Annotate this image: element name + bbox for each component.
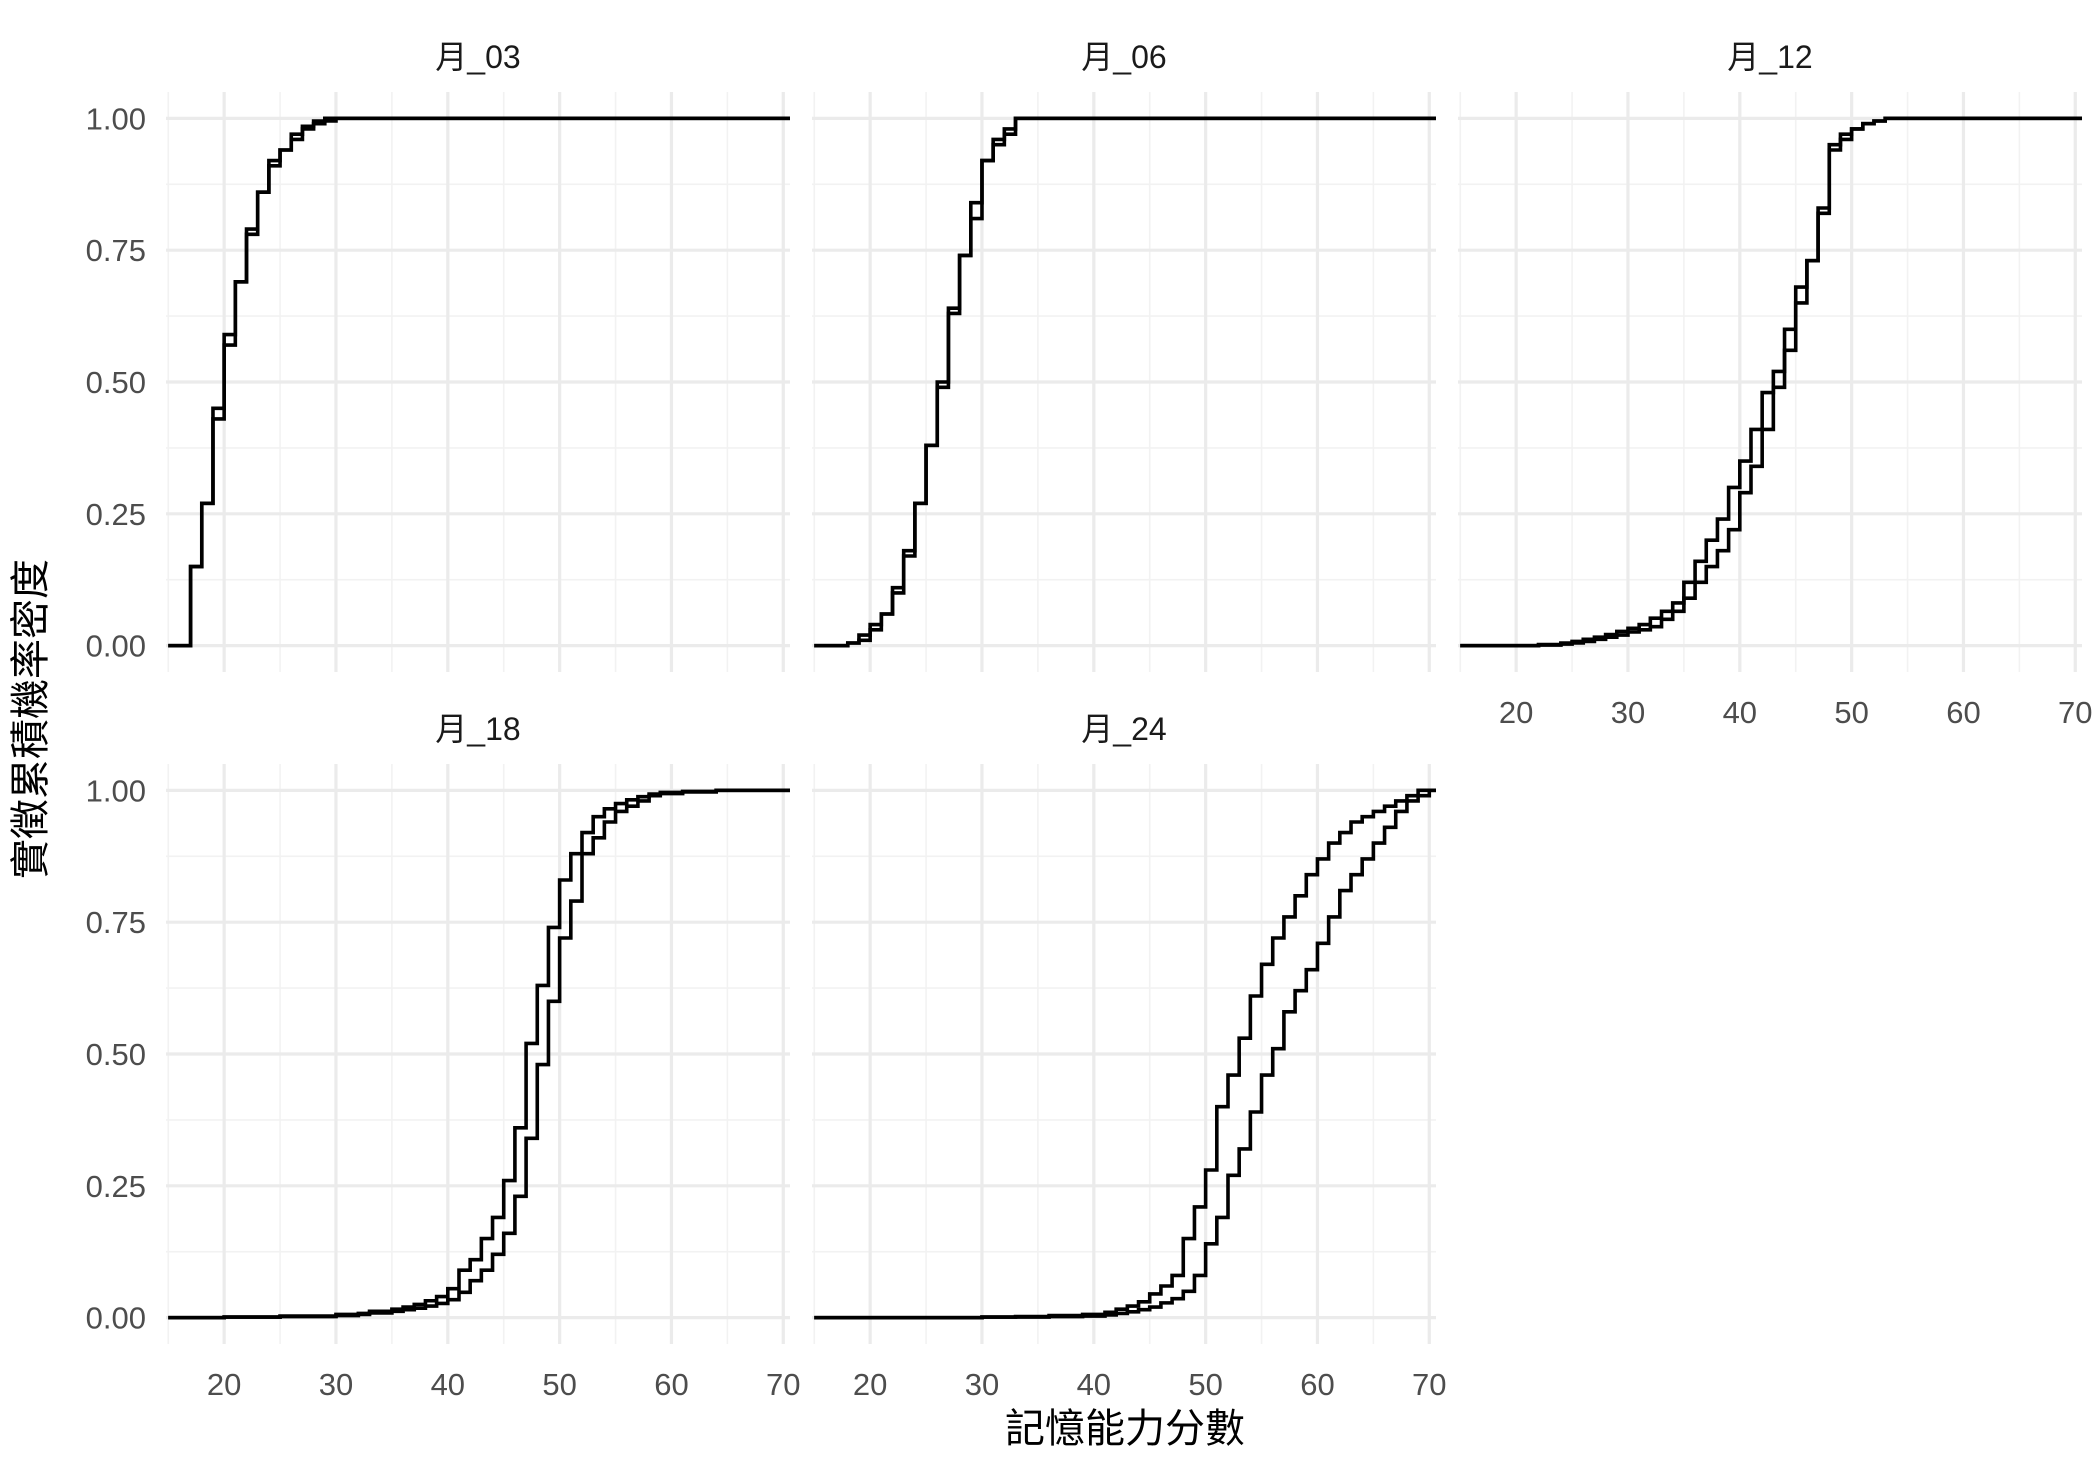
- facet-strip-label: 月_24: [1081, 711, 1166, 747]
- x-tick-label: 60: [654, 1367, 688, 1402]
- ecdf-series-line-2: [168, 788, 790, 1320]
- x-tick-label: 50: [1834, 695, 1868, 730]
- y-tick-label: 0.00: [86, 629, 146, 664]
- y-tick-label: 0.75: [86, 233, 146, 268]
- y-axis-title: 實徵累積機率密度: [9, 559, 53, 879]
- ecdf-series-line-2: [814, 788, 1436, 1320]
- x-tick-label: 60: [1300, 1367, 1334, 1402]
- x-tick-label: 50: [1188, 1367, 1222, 1402]
- facet-panel-2: 月_06: [812, 39, 1436, 672]
- facet-panel-3: 月_12 20 30 40 50 60 70: [1458, 39, 2093, 730]
- y-tick-label: 0.50: [86, 1037, 146, 1072]
- x-tick-label: 60: [1946, 695, 1980, 730]
- facet-strip-label: 月_06: [1081, 39, 1166, 75]
- y-tick-label: 0.75: [86, 905, 146, 940]
- x-tick-label: 30: [965, 1367, 999, 1402]
- y-tick-label: 1.00: [86, 773, 146, 808]
- x-tick-label: 70: [2058, 695, 2092, 730]
- facet-panel-5: 月_24 20 30 40 50 60 70: [812, 711, 1447, 1402]
- y-tick-label: 1.00: [86, 101, 146, 136]
- panels-layer: 月_03 0.00 0.25 0.50 0.75 1.00 月_06 月_12 20 30 40 50…: [86, 39, 2093, 1402]
- ecdf-series-line-2: [1460, 116, 2082, 648]
- x-tick-label: 20: [853, 1367, 887, 1402]
- x-tick-label: 70: [1412, 1367, 1446, 1402]
- y-tick-label: 0.25: [86, 497, 146, 532]
- x-tick-label: 20: [1499, 695, 1533, 730]
- ecdf-series-line-2: [168, 116, 790, 648]
- ecdf-series-line-1: [1460, 116, 2082, 648]
- y-tick-label: 0.25: [86, 1169, 146, 1204]
- x-tick-label: 30: [319, 1367, 353, 1402]
- facet-panel-1: 月_03 0.00 0.25 0.50 0.75 1.00: [86, 39, 790, 672]
- x-tick-label: 40: [1723, 695, 1757, 730]
- x-tick-label: 50: [542, 1367, 576, 1402]
- y-tick-label: 0.00: [86, 1301, 146, 1336]
- facet-strip-label: 月_03: [435, 39, 520, 75]
- ecdf-series-line-2: [814, 116, 1436, 648]
- x-tick-label: 70: [766, 1367, 800, 1402]
- x-tick-label: 30: [1611, 695, 1645, 730]
- facet-strip-label: 月_18: [435, 711, 520, 747]
- x-tick-label: 40: [1077, 1367, 1111, 1402]
- facet-strip-label: 月_12: [1727, 39, 1812, 75]
- y-tick-label: 0.50: [86, 365, 146, 400]
- x-tick-label: 20: [207, 1367, 241, 1402]
- facet-panel-4: 月_18 0.00 0.25 0.50 0.75 1.00 20 30 40 50 60 70: [86, 711, 801, 1402]
- x-axis-title: 記憶能力分數: [1005, 1407, 1245, 1451]
- x-tick-label: 40: [431, 1367, 465, 1402]
